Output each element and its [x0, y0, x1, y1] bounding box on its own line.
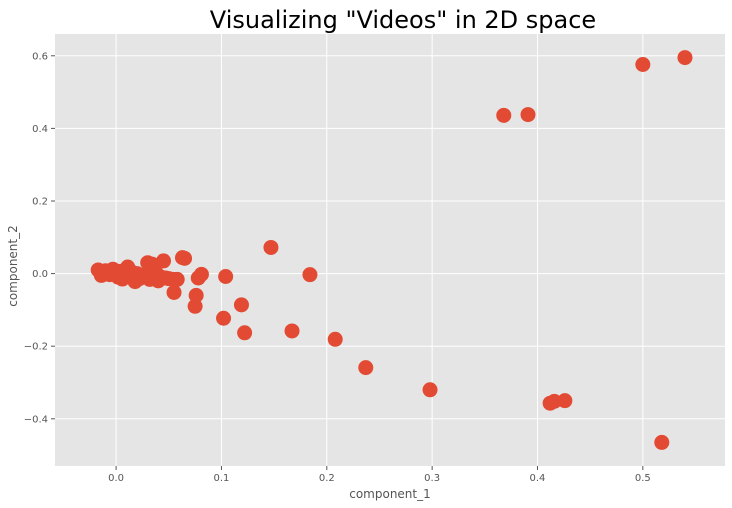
- data-point: [327, 331, 343, 347]
- y-axis-label: component_2: [6, 225, 20, 307]
- data-point: [218, 269, 234, 285]
- data-point: [302, 267, 318, 283]
- data-point: [156, 253, 172, 269]
- data-point: [188, 287, 204, 303]
- data-point: [496, 107, 512, 123]
- y-tick-label: −0.2: [24, 342, 48, 353]
- y-tick-label: 0.4: [32, 124, 48, 135]
- data-point: [654, 434, 670, 450]
- grid-lines: [55, 34, 725, 466]
- data-point: [233, 297, 249, 313]
- y-tick-label: −0.4: [24, 414, 48, 425]
- data-point: [263, 239, 279, 255]
- data-point: [677, 50, 693, 66]
- x-tick-label: 0.4: [530, 473, 546, 484]
- plot-area: [55, 34, 725, 466]
- data-point: [166, 284, 182, 300]
- data-point: [520, 107, 536, 123]
- data-point: [177, 250, 193, 266]
- x-tick-label: 0.5: [635, 473, 651, 484]
- data-point: [635, 56, 651, 72]
- y-axis-ticks: −0.4 −0.2 0.0 0.2 0.4 0.6: [24, 51, 55, 425]
- y-tick-label: 0.0: [32, 269, 48, 280]
- data-point: [422, 382, 438, 398]
- x-tick-label: 0.0: [108, 473, 124, 484]
- x-tick-label: 0.2: [319, 473, 335, 484]
- data-point: [193, 266, 209, 282]
- data-point: [169, 271, 185, 287]
- data-point: [187, 298, 203, 314]
- data-point: [284, 323, 300, 339]
- y-tick-label: 0.6: [32, 51, 48, 62]
- data-point: [557, 393, 573, 409]
- x-tick-label: 0.1: [213, 473, 229, 484]
- x-tick-label: 0.3: [424, 473, 440, 484]
- data-points: [90, 50, 693, 450]
- x-axis-ticks: 0.0 0.1 0.2 0.3 0.4 0.5: [108, 466, 651, 484]
- data-point: [216, 310, 232, 326]
- x-axis-label: component_1: [349, 487, 431, 501]
- data-point: [358, 360, 374, 376]
- data-point: [237, 325, 253, 341]
- y-tick-label: 0.2: [32, 196, 48, 207]
- chart-title: Visualizing "Videos" in 2D space: [210, 6, 596, 34]
